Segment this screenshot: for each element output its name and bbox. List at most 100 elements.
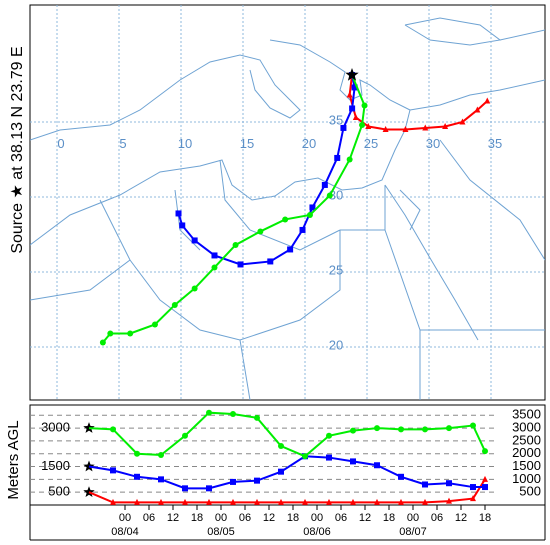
date-label: 08/04 [111,526,139,538]
marker [282,216,289,223]
marker [422,426,428,433]
source-height-label: 500 [48,484,70,499]
marker [346,91,353,98]
marker [326,192,333,199]
marker [334,154,341,161]
marker [191,237,198,244]
marker [182,498,188,505]
marker [206,485,212,492]
marker [278,498,284,505]
marker [326,454,332,461]
lon-label: 20 [302,136,316,151]
marker [134,498,140,505]
marker [482,448,488,455]
marker [206,409,212,416]
marker [175,210,182,217]
y-tick-label: 500 [519,484,541,499]
marker [211,252,218,259]
marker [134,473,140,480]
marker [237,261,244,268]
lon-label: 35 [488,136,502,151]
marker [350,498,356,505]
marker [191,285,198,292]
marker [422,498,428,505]
x-tick-label: 12 [263,512,275,524]
marker [158,476,164,483]
marker [361,102,368,109]
marker [110,426,116,433]
marker [349,105,356,112]
lon-label: 10 [178,136,192,151]
x-tick-label: 00 [119,512,131,524]
marker [352,113,359,120]
marker [398,426,404,433]
marker [351,84,358,91]
marker [402,125,409,132]
x-tick-label: 18 [383,512,395,524]
marker [309,204,316,211]
marker [398,473,404,480]
marker [422,124,429,131]
y-tick-label: 1500 [512,458,541,473]
marker [374,462,380,469]
x-tick-label: 06 [335,512,347,524]
marker [110,467,116,474]
x-tick-label: 12 [167,512,179,524]
x-tick-label: 12 [455,512,467,524]
marker [398,498,404,505]
marker [299,226,306,233]
marker [326,432,332,439]
marker [127,330,134,337]
y-tick-label: 3000 [512,420,541,435]
lon-label: 0 [57,136,64,151]
marker [254,414,260,421]
y-tick-label: 3500 [512,407,541,422]
marker [158,498,164,505]
x-tick-label: 00 [311,512,323,524]
marker [446,497,452,504]
marker [446,480,452,487]
marker [171,301,178,308]
x-tick-label: 06 [143,512,155,524]
marker [302,453,308,460]
marker [470,484,476,491]
marker [321,181,328,188]
marker [254,498,260,505]
marker [470,495,476,502]
x-tick-label: 06 [431,512,443,524]
marker [206,498,212,505]
marker [278,443,284,450]
marker [182,485,188,492]
marker [422,481,428,488]
height-panel [29,404,546,506]
y-tick-label: 1000 [512,471,541,486]
marker [374,425,380,432]
marker [158,452,164,458]
y-tick-label: 2000 [512,445,541,460]
marker [267,258,274,265]
marker [230,410,236,417]
marker [254,477,260,484]
marker [359,121,366,128]
source-height-label: 3000 [41,420,70,435]
date-label: 08/07 [399,526,427,538]
y-tick-label: 2500 [512,432,541,447]
coastlines [30,17,545,400]
x-tick-label: 06 [239,512,251,524]
marker [257,228,264,235]
marker [287,246,294,253]
marker [350,458,356,465]
marker [211,264,218,271]
x-tick-label: 00 [215,512,227,524]
source-height-star [83,486,95,497]
marker [365,122,372,129]
source-star [345,68,359,81]
height-line [88,455,485,490]
marker [107,330,114,337]
x-tick-label: 18 [191,512,203,524]
date-label: 08/06 [303,526,331,538]
marker [346,156,353,163]
lon-label: 30 [426,136,440,151]
